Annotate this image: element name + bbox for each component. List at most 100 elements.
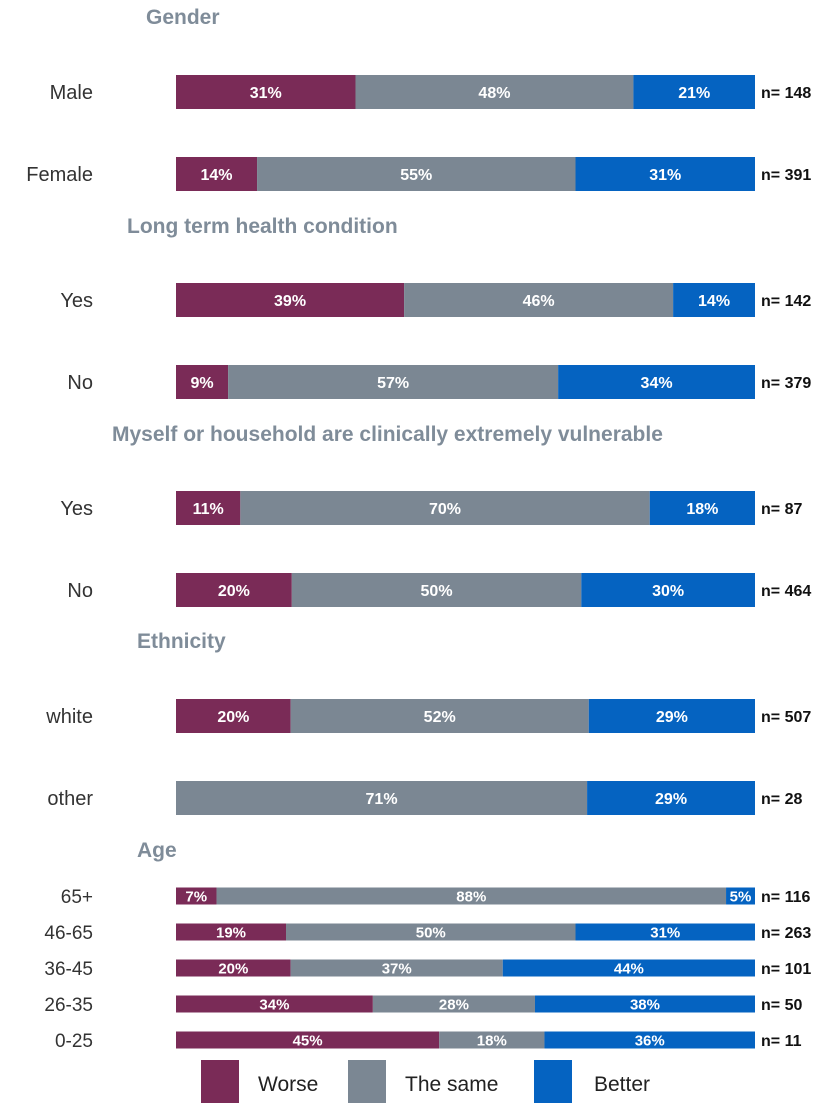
section-title-ethnicity: Ethnicity — [137, 630, 226, 653]
n-label-age-0-25: n= 11 — [761, 1033, 802, 1050]
data-label-ethnicity-white-worse: 20% — [217, 709, 249, 726]
n-label-long-term-health-condition-yes: n= 142 — [761, 293, 811, 310]
data-label-long-term-health-condition-no-worse: 9% — [190, 375, 213, 392]
bar-segment-gender-female-better — [575, 157, 755, 191]
data-label-age-36-45-worse: 20% — [218, 961, 248, 978]
data-label-myself-or-household-are-clinically-extremely-vulnerable-no-better: 30% — [652, 583, 684, 600]
n-label-age-26-35: n= 50 — [761, 997, 802, 1014]
bar-segment-gender-male-the-same — [355, 75, 634, 109]
data-label-myself-or-household-are-clinically-extremely-vulnerable-yes-the-same: 70% — [429, 501, 461, 518]
data-label-age-65-better: 5% — [730, 889, 752, 906]
bar-segment-age-26-35-better — [534, 995, 755, 1013]
row-label-gender-male: Male — [50, 82, 93, 104]
bar-segment-ethnicity-white-worse — [176, 699, 291, 733]
bar-segment-myself-or-household-are-clinically-extremely-vulnerable-yes-the-same — [240, 491, 650, 525]
bar-segment-long-term-health-condition-yes-the-same — [404, 283, 674, 317]
bar-segment-age-36-45-better — [502, 959, 755, 977]
data-label-age-26-35-the-same: 28% — [439, 997, 469, 1014]
bar-segment-age-36-45-worse — [176, 959, 291, 977]
bar-segment-gender-female-the-same — [257, 157, 576, 191]
n-label-gender-male: n= 148 — [761, 85, 811, 102]
row-label-age-46-65: 46-65 — [44, 923, 93, 944]
n-label-age-46-65: n= 263 — [761, 925, 811, 942]
row-label-myself-or-household-are-clinically-extremely-vulnerable-yes: Yes — [60, 498, 93, 520]
legend-label-worse: Worse — [258, 1073, 318, 1096]
bar-segment-age-26-35-worse — [176, 995, 373, 1013]
row-label-long-term-health-condition-yes: Yes — [60, 290, 93, 312]
legend-swatch-better — [534, 1060, 572, 1103]
bar-segment-long-term-health-condition-no-better — [558, 365, 755, 399]
data-label-ethnicity-other-the-same: 71% — [366, 791, 398, 808]
bar-segment-gender-male-worse — [176, 75, 356, 109]
bar-segment-age-26-35-the-same — [372, 995, 535, 1013]
n-label-age-65: n= 116 — [761, 889, 810, 906]
data-label-long-term-health-condition-no-better: 34% — [641, 375, 673, 392]
bar-segment-age-0-25-worse — [176, 1031, 440, 1049]
bar-segment-age-46-65-better — [575, 923, 755, 941]
bar-segment-age-65-the-same — [216, 887, 727, 905]
row-label-age-0-25: 0-25 — [55, 1031, 93, 1052]
row-label-age-26-35: 26-35 — [44, 995, 93, 1016]
data-label-ethnicity-white-the-same: 52% — [424, 709, 456, 726]
section-title-gender: Gender — [146, 6, 220, 29]
row-label-myself-or-household-are-clinically-extremely-vulnerable-no: No — [67, 580, 93, 602]
data-label-gender-female-the-same: 55% — [400, 167, 432, 184]
data-label-age-0-25-the-same: 18% — [477, 1033, 507, 1050]
data-label-gender-male-the-same: 48% — [478, 85, 510, 102]
data-label-myself-or-household-are-clinically-extremely-vulnerable-no-worse: 20% — [218, 583, 250, 600]
data-label-gender-male-better: 21% — [678, 85, 710, 102]
bar-segment-myself-or-household-are-clinically-extremely-vulnerable-yes-worse — [176, 491, 241, 525]
row-label-ethnicity-other: other — [47, 788, 93, 810]
data-label-myself-or-household-are-clinically-extremely-vulnerable-yes-better: 18% — [686, 501, 718, 518]
data-label-long-term-health-condition-yes-worse: 39% — [274, 293, 306, 310]
data-label-age-46-65-better: 31% — [650, 925, 680, 942]
bar-segment-long-term-health-condition-yes-better — [673, 283, 755, 317]
bar-segment-age-0-25-better — [544, 1031, 755, 1049]
data-label-long-term-health-condition-no-the-same: 57% — [377, 375, 409, 392]
data-label-gender-female-worse: 14% — [201, 167, 233, 184]
data-label-age-46-65-worse: 19% — [216, 925, 246, 942]
n-label-long-term-health-condition-no: n= 379 — [761, 375, 811, 392]
bar-segment-age-36-45-the-same — [290, 959, 503, 977]
data-label-myself-or-household-are-clinically-extremely-vulnerable-yes-worse: 11% — [193, 501, 224, 518]
data-label-age-26-35-worse: 34% — [259, 997, 289, 1014]
data-label-age-36-45-better: 44% — [614, 961, 644, 978]
bar-segment-ethnicity-other-better — [587, 781, 755, 815]
data-label-ethnicity-white-better: 29% — [656, 709, 688, 726]
n-label-ethnicity-white: n= 507 — [761, 709, 811, 726]
bar-segment-age-46-65-worse — [176, 923, 287, 941]
data-label-long-term-health-condition-yes-better: 14% — [698, 293, 730, 310]
n-label-gender-female: n= 391 — [761, 167, 811, 184]
row-label-gender-female: Female — [26, 164, 93, 186]
data-label-long-term-health-condition-yes-the-same: 46% — [523, 293, 555, 310]
bar-segment-myself-or-household-are-clinically-extremely-vulnerable-no-better — [581, 573, 755, 607]
data-label-age-0-25-better: 36% — [635, 1033, 665, 1050]
data-label-age-46-65-the-same: 50% — [416, 925, 446, 942]
bar-segment-myself-or-household-are-clinically-extremely-vulnerable-no-the-same — [291, 573, 582, 607]
legend-swatch-worse — [201, 1060, 239, 1103]
row-label-age-36-45: 36-45 — [44, 959, 93, 980]
n-label-myself-or-household-are-clinically-extremely-vulnerable-no: n= 464 — [761, 583, 811, 600]
data-label-myself-or-household-are-clinically-extremely-vulnerable-no-the-same: 50% — [421, 583, 453, 600]
bar-segment-ethnicity-white-better — [588, 699, 755, 733]
bar-segment-ethnicity-white-the-same — [290, 699, 589, 733]
n-label-ethnicity-other: n= 28 — [761, 791, 802, 808]
bar-segment-myself-or-household-are-clinically-extremely-vulnerable-no-worse — [176, 573, 292, 607]
section-title-long-term-health-condition: Long term health condition — [127, 215, 398, 238]
bar-segment-age-46-65-the-same — [286, 923, 576, 941]
data-label-age-36-45-the-same: 37% — [382, 961, 412, 978]
data-label-age-26-35-better: 38% — [630, 997, 660, 1014]
bar-segment-gender-female-worse — [176, 157, 258, 191]
bar-segment-gender-male-better — [633, 75, 755, 109]
row-label-age-65: 65+ — [61, 887, 93, 908]
bar-segment-ethnicity-other-the-same — [176, 781, 588, 815]
data-label-ethnicity-other-better: 29% — [655, 791, 687, 808]
bar-segment-long-term-health-condition-no-worse — [176, 365, 229, 399]
bar-segment-long-term-health-condition-yes-worse — [176, 283, 405, 317]
data-label-gender-female-better: 31% — [649, 167, 681, 184]
bar-segment-myself-or-household-are-clinically-extremely-vulnerable-yes-better — [649, 491, 755, 525]
bar-segment-age-65-better — [726, 887, 755, 905]
bar-segment-long-term-health-condition-no-the-same — [228, 365, 559, 399]
data-label-age-65-worse: 7% — [185, 889, 207, 906]
